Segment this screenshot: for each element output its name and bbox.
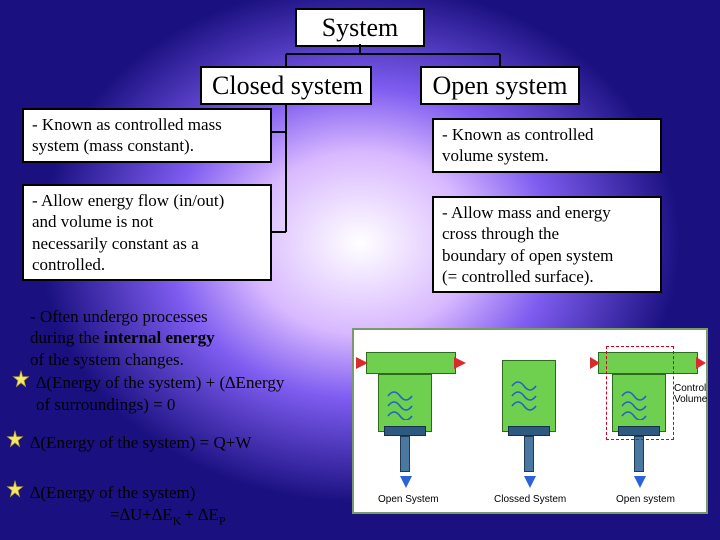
open-system-node: Open system <box>420 66 580 105</box>
equation-2: ∆(Energy of the system) = Q+W <box>30 432 251 454</box>
open-label: Open system <box>432 71 567 100</box>
equation-3-prefix: ∆(Energy of the system) <box>30 483 195 502</box>
equation-3-line2: =∆U+∆EK + ∆EP <box>110 504 225 529</box>
equation-3-line1: ∆(Energy of the system) <box>30 482 195 504</box>
diagram-open-1: Open System <box>354 330 472 516</box>
closed-box-1: - Known as controlled mass system (mass … <box>22 108 272 163</box>
diagram-open2-label: Open system <box>616 494 675 505</box>
closed-label: Closed system <box>212 71 363 100</box>
systems-diagram-panel: Open System Clossed System ControlVolume… <box>352 328 708 514</box>
closed-box-3: - Often undergo processes during the int… <box>22 302 282 374</box>
closed-box-3-text: - Often undergo processes during the int… <box>30 307 215 369</box>
open-box-1: - Known as controlled volume system. <box>432 118 662 173</box>
equation-1-text: ∆(Energy of the system) + (∆Energy of su… <box>36 373 284 414</box>
star-icon <box>6 430 24 448</box>
diagram-open1-label: Open System <box>378 494 439 505</box>
closed-box-2-text: - Allow energy flow (in/out) and volume … <box>32 191 224 274</box>
star-icon <box>12 370 30 388</box>
title-text: System <box>322 13 399 42</box>
title-box: System <box>295 8 425 47</box>
closed-box-1-text: - Known as controlled mass system (mass … <box>32 115 222 155</box>
diagram-open-2: ControlVolume Open system <box>590 330 710 516</box>
equation-2-text: ∆(Energy of the system) = Q+W <box>30 433 251 452</box>
star-icon <box>6 480 24 498</box>
slide-stage: System Closed system Open system - Known… <box>0 0 720 540</box>
diagram-cv-label: ControlVolume <box>674 384 707 405</box>
open-box-1-text: - Known as controlled volume system. <box>442 125 594 165</box>
diagram-closed: Clossed System <box>472 330 590 516</box>
diagram-closed-label: Clossed System <box>494 494 566 505</box>
open-box-2-text: - Allow mass and energy cross through th… <box>442 203 613 286</box>
equation-1: ∆(Energy of the system) + (∆Energy of su… <box>36 372 356 416</box>
open-box-2: - Allow mass and energy cross through th… <box>432 196 662 293</box>
closed-box-2: - Allow energy flow (in/out) and volume … <box>22 184 272 281</box>
closed-system-node: Closed system <box>200 66 372 105</box>
